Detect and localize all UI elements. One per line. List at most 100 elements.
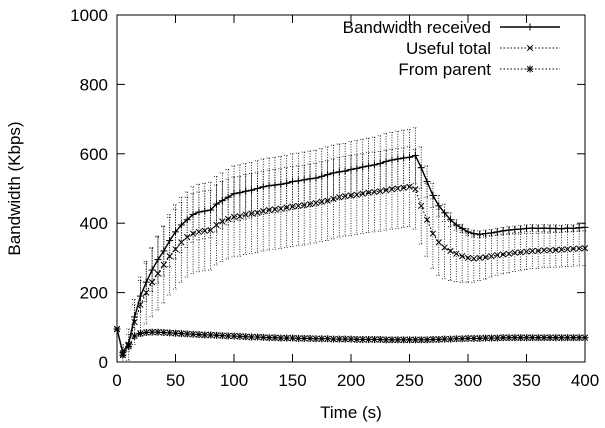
legend-label: From parent [398, 60, 491, 79]
y-tick-label: 600 [80, 145, 108, 164]
data-point [353, 191, 361, 198]
data-point [137, 301, 144, 308]
data-point [464, 334, 472, 342]
data-point [406, 153, 413, 161]
error-bar [155, 235, 161, 284]
data-point [259, 333, 267, 341]
data-point [365, 335, 373, 343]
data-point [154, 270, 162, 277]
data-point [277, 180, 285, 188]
data-point [283, 179, 291, 187]
data-point [371, 188, 378, 196]
data-point [447, 247, 454, 255]
data-point [172, 246, 179, 253]
error-bar [173, 208, 178, 290]
data-point [230, 190, 238, 198]
data-point [218, 332, 226, 340]
data-point [177, 330, 185, 338]
data-point [558, 334, 566, 342]
data-point [265, 334, 273, 342]
data-point [499, 334, 507, 342]
error-bar [213, 184, 219, 266]
data-point [224, 215, 232, 223]
data-point [347, 165, 355, 173]
data-point [400, 336, 408, 344]
error-bar [149, 248, 155, 292]
data-point [406, 336, 413, 344]
data-point [575, 224, 583, 232]
legend-sample-marker [526, 23, 534, 31]
data-point [324, 171, 332, 179]
data-point [154, 328, 162, 336]
data-point [295, 202, 302, 210]
data-point [260, 207, 267, 215]
data-point [312, 174, 320, 182]
data-point [283, 204, 290, 211]
data-point [212, 200, 220, 208]
data-point [329, 169, 337, 177]
data-point [242, 211, 249, 218]
data-point [289, 203, 296, 210]
data-point [464, 228, 472, 236]
data-point [236, 213, 244, 220]
error-bar [149, 247, 155, 318]
series-line [116, 186, 586, 355]
y-tick-label: 400 [80, 214, 108, 233]
data-point [142, 329, 150, 337]
x-tick-label: 250 [395, 371, 423, 390]
y-tick-label: 200 [80, 284, 108, 303]
data-point [306, 334, 314, 342]
data-point [441, 335, 449, 343]
data-point [423, 336, 431, 344]
data-point [558, 225, 566, 233]
data-point [183, 216, 191, 224]
data-point [201, 207, 209, 215]
data-point [195, 228, 203, 236]
data-point [207, 206, 215, 214]
legend-label: Bandwidth received [343, 18, 491, 37]
x-tick-label: 300 [454, 371, 482, 390]
data-point [370, 335, 378, 343]
data-point [493, 228, 501, 236]
data-point [446, 335, 454, 343]
data-point [254, 209, 261, 216]
data-point [523, 248, 530, 255]
data-point [359, 335, 367, 343]
data-point [476, 230, 484, 238]
data-point [218, 197, 226, 205]
data-point [388, 156, 396, 164]
data-point [230, 332, 238, 340]
data-point [452, 221, 460, 229]
data-point [517, 225, 525, 233]
data-point [248, 186, 256, 194]
data-point [189, 211, 197, 219]
data-point [558, 246, 565, 253]
data-point [172, 228, 179, 236]
data-point [359, 190, 366, 197]
x-tick-label: 50 [166, 371, 185, 390]
data-point [394, 336, 402, 344]
data-point [301, 202, 308, 209]
error-bar [155, 236, 161, 311]
data-point [148, 328, 156, 336]
error-bar [553, 232, 559, 268]
data-point [482, 334, 490, 342]
data-point [458, 335, 466, 343]
data-point [446, 216, 454, 224]
data-point [294, 334, 302, 342]
data-point [499, 251, 507, 258]
error-bar [412, 148, 418, 230]
x-tick-label: 150 [278, 371, 306, 390]
data-point [271, 181, 279, 189]
data-point [482, 254, 489, 261]
data-point [540, 224, 548, 232]
error-bar [225, 178, 231, 260]
data-point [271, 334, 279, 342]
data-point [248, 333, 256, 341]
error-bar [143, 260, 149, 325]
data-point [470, 230, 478, 238]
data-point [318, 172, 326, 180]
data-point [154, 256, 162, 264]
data-point [195, 331, 203, 339]
data-point [564, 246, 571, 253]
